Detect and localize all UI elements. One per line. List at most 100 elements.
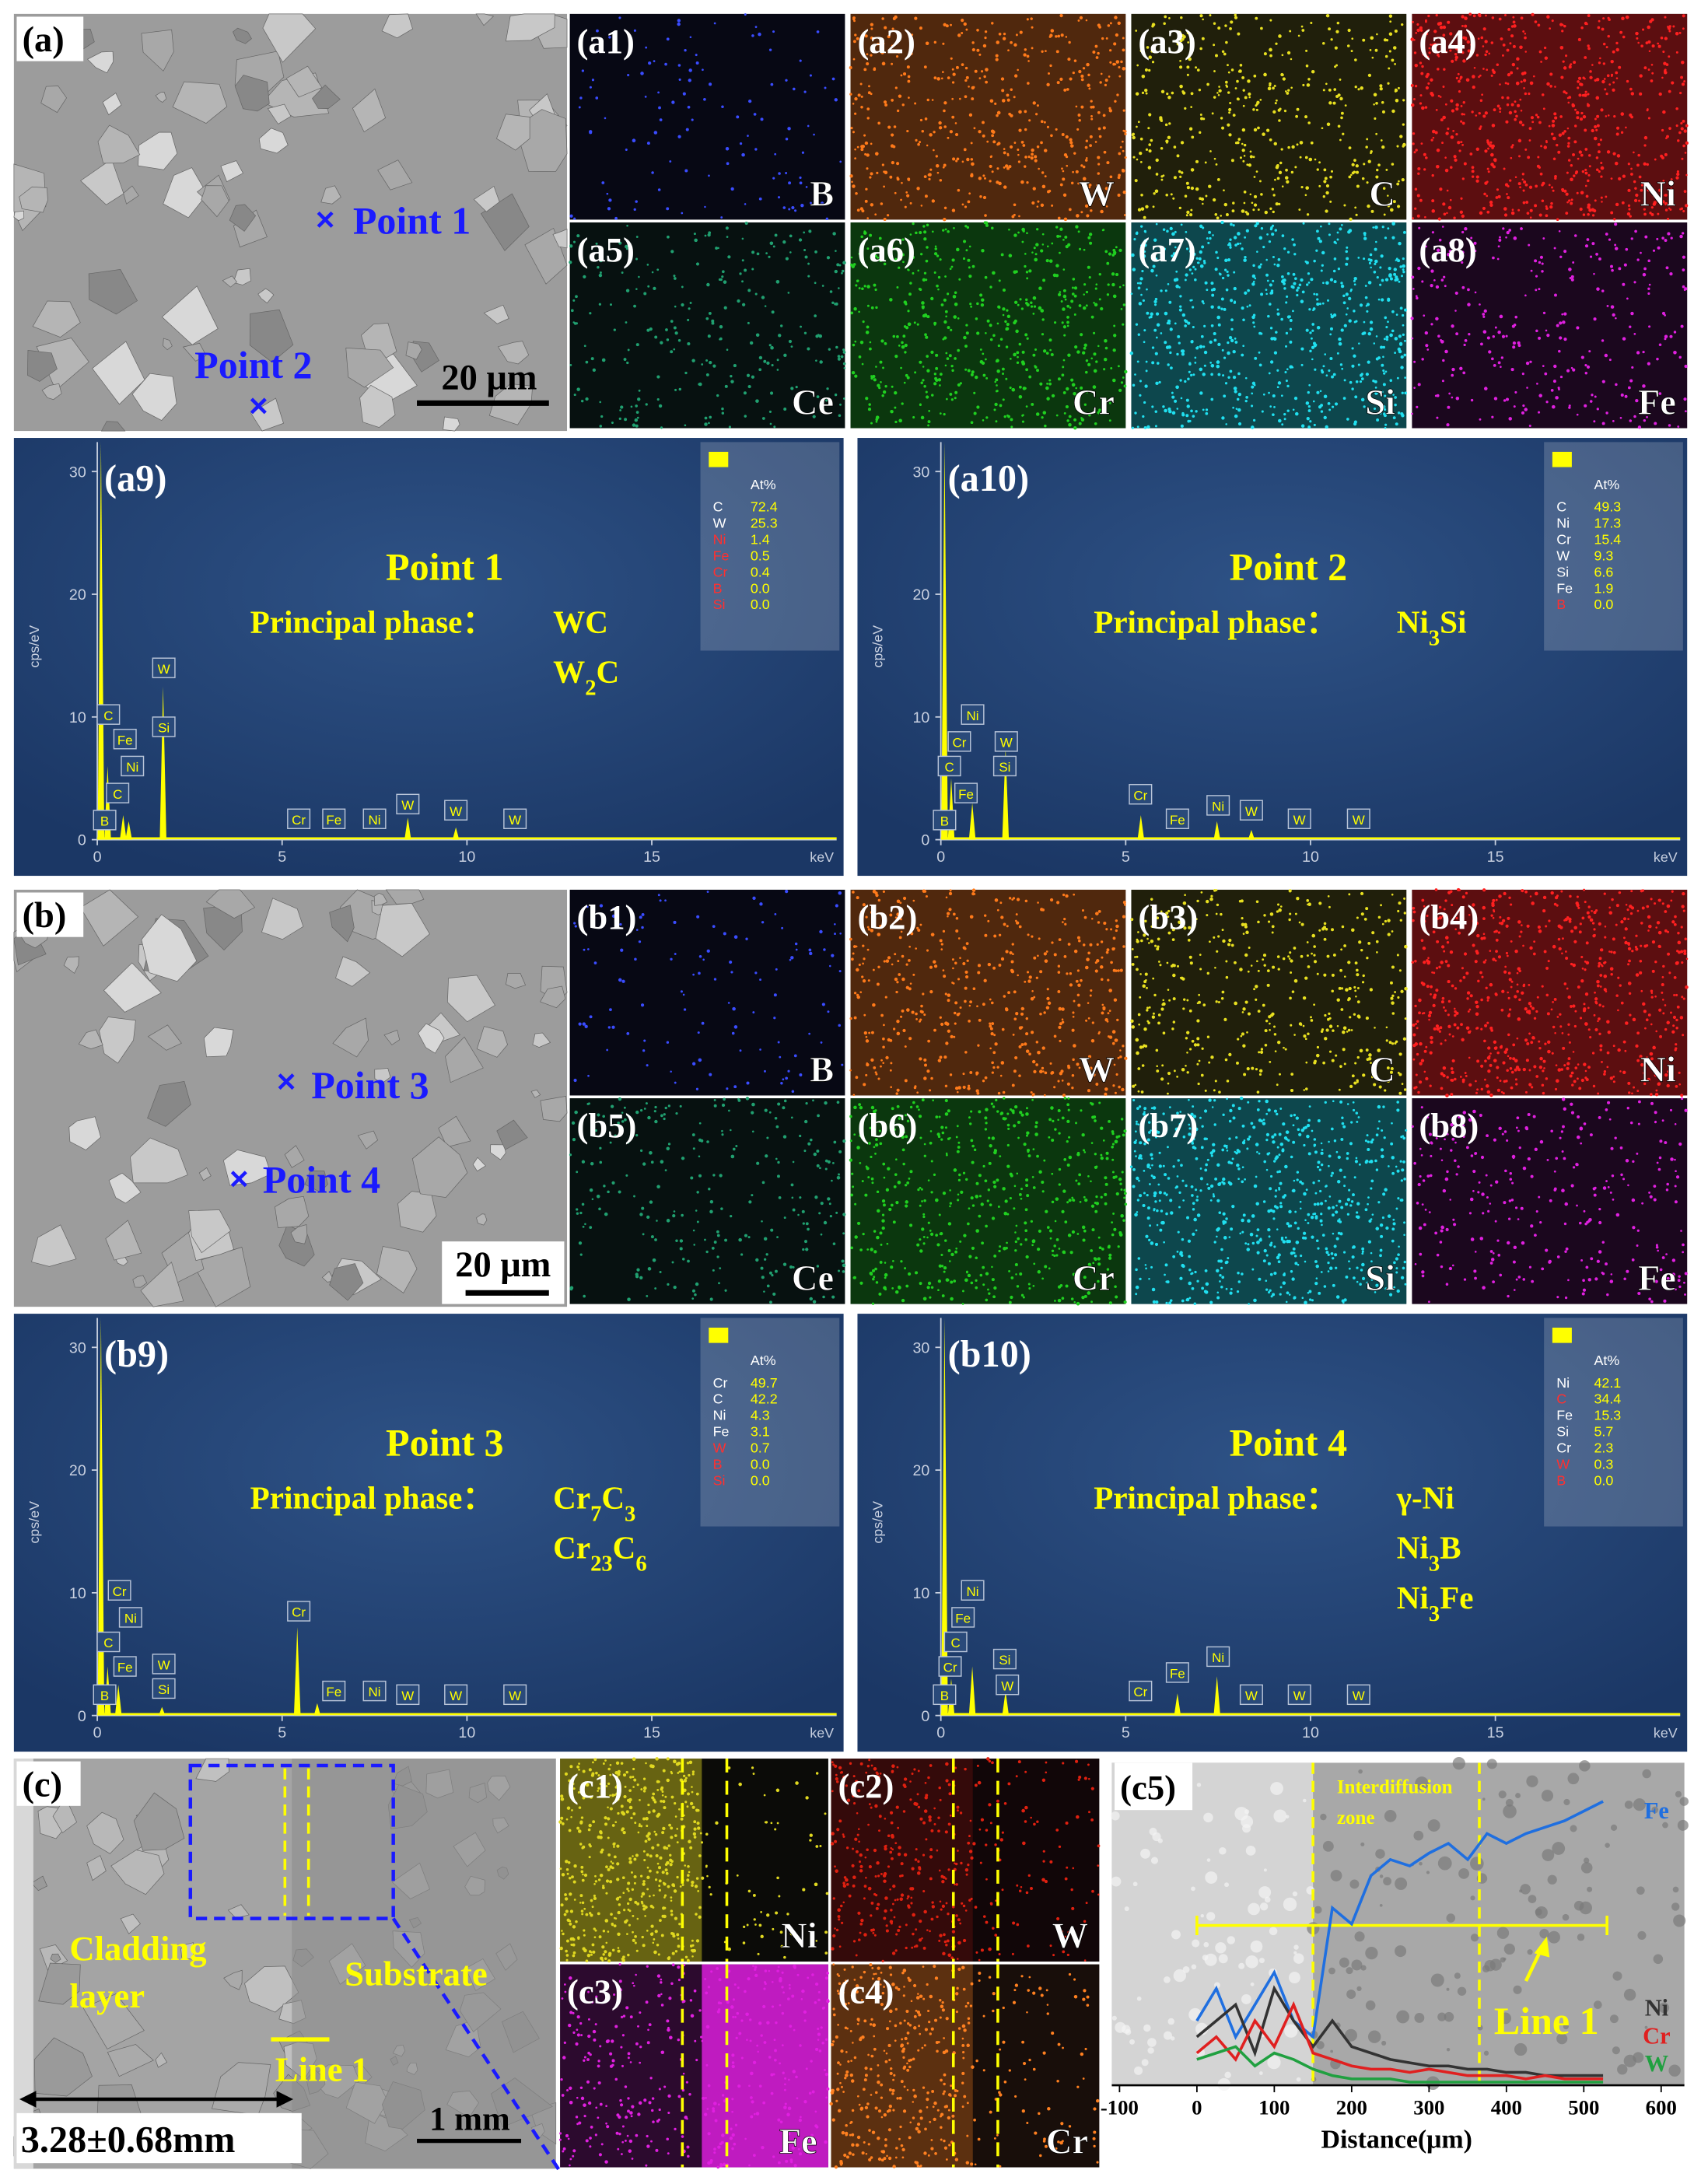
sem-grain [100,421,126,432]
map-dot [1344,104,1347,107]
map-dot [726,236,729,238]
map-dot [854,96,858,101]
map-dot [1225,84,1228,87]
map-dot [1024,128,1027,131]
map-dot [794,942,798,946]
map-dot [1491,124,1496,128]
map-dot [702,68,704,72]
map-dot [866,53,869,56]
map-dot [1226,270,1229,274]
map-dot [609,303,612,306]
map-dot [1010,358,1012,360]
map-dot [1402,333,1405,337]
map-dot [1455,332,1459,336]
map-dot [695,1087,699,1090]
map-dot [1387,320,1389,324]
map-dot [1679,91,1682,95]
map-dot [1603,1073,1606,1076]
map-dot [751,250,755,254]
map-dot [1516,67,1519,70]
map-dot [642,1049,646,1052]
map-dot [1411,337,1414,340]
map-dot [1122,901,1126,905]
map-dot [1384,236,1388,240]
map-dot [688,79,691,82]
map-dot [1626,79,1629,83]
map-dot [1241,353,1244,357]
map-dot [1535,275,1538,278]
map-dot [1310,278,1314,282]
map-dot [736,115,740,119]
map-dot [880,381,882,383]
map-dot [1451,367,1455,372]
map-dot [1542,365,1545,367]
map-dot [1300,922,1304,926]
sem-grain [475,13,495,26]
map-dot [1605,411,1608,415]
map-dot [1521,178,1524,181]
map-dot [947,292,950,296]
map-dot [1440,278,1444,282]
map-dot [1144,89,1148,93]
map-dot [808,229,812,233]
map-dot [1681,157,1684,160]
map-dot [1166,93,1169,96]
map-dot [1345,262,1349,266]
map-dot [840,355,844,359]
map-dot [1345,250,1349,254]
map-dot [1032,187,1036,191]
map-dot [1322,89,1325,92]
map-dot [1131,948,1134,950]
map-dot [1507,196,1510,200]
map-dot [1576,110,1580,115]
map-dot [1551,404,1556,409]
map-dot [1272,86,1275,90]
map-dot [828,188,831,191]
map-dot [1071,292,1075,296]
map-dot [1033,247,1036,250]
map-dot [627,348,630,352]
map-dot [944,275,947,278]
map-dot [1685,124,1689,128]
map-dot [1353,1081,1357,1085]
map-dot [1361,177,1365,180]
map-dot [1680,207,1684,210]
map-dot [1647,287,1650,290]
map-dot [646,142,650,145]
map-dot [1204,281,1208,285]
map-dot [704,422,708,426]
map-dot [1305,283,1309,286]
map-dot [1630,92,1635,96]
map-dot [895,990,898,994]
map-dot [1065,36,1068,38]
map-dot [1293,253,1297,256]
map-dot [716,394,719,397]
map-dot [1024,899,1028,903]
map-dot [1091,1021,1094,1024]
map-dot [1513,405,1516,408]
map-dot [898,418,902,423]
map-dot [1278,1073,1281,1076]
map-dot [1285,380,1288,383]
map-dot [1040,249,1044,253]
map-dot [1015,329,1019,334]
map-dot [1336,998,1340,1002]
map-dot [1015,1012,1019,1016]
map-dot [1097,127,1101,131]
map-dot [1188,362,1192,366]
map-dot [732,1006,736,1011]
map-dot [1251,385,1255,389]
map-dot [957,1012,961,1015]
map-dot [1199,197,1202,201]
map-dot [1530,269,1533,272]
map-dot [882,1037,885,1041]
map-dot [987,962,992,967]
map-dot [1117,1056,1120,1059]
map-dot [927,1039,931,1043]
map-dot [1520,16,1524,20]
map-dot [1460,120,1463,123]
map-dot [1340,282,1343,285]
map-dot [1062,893,1066,897]
map-dot [1482,27,1486,31]
map-dot [903,300,907,304]
